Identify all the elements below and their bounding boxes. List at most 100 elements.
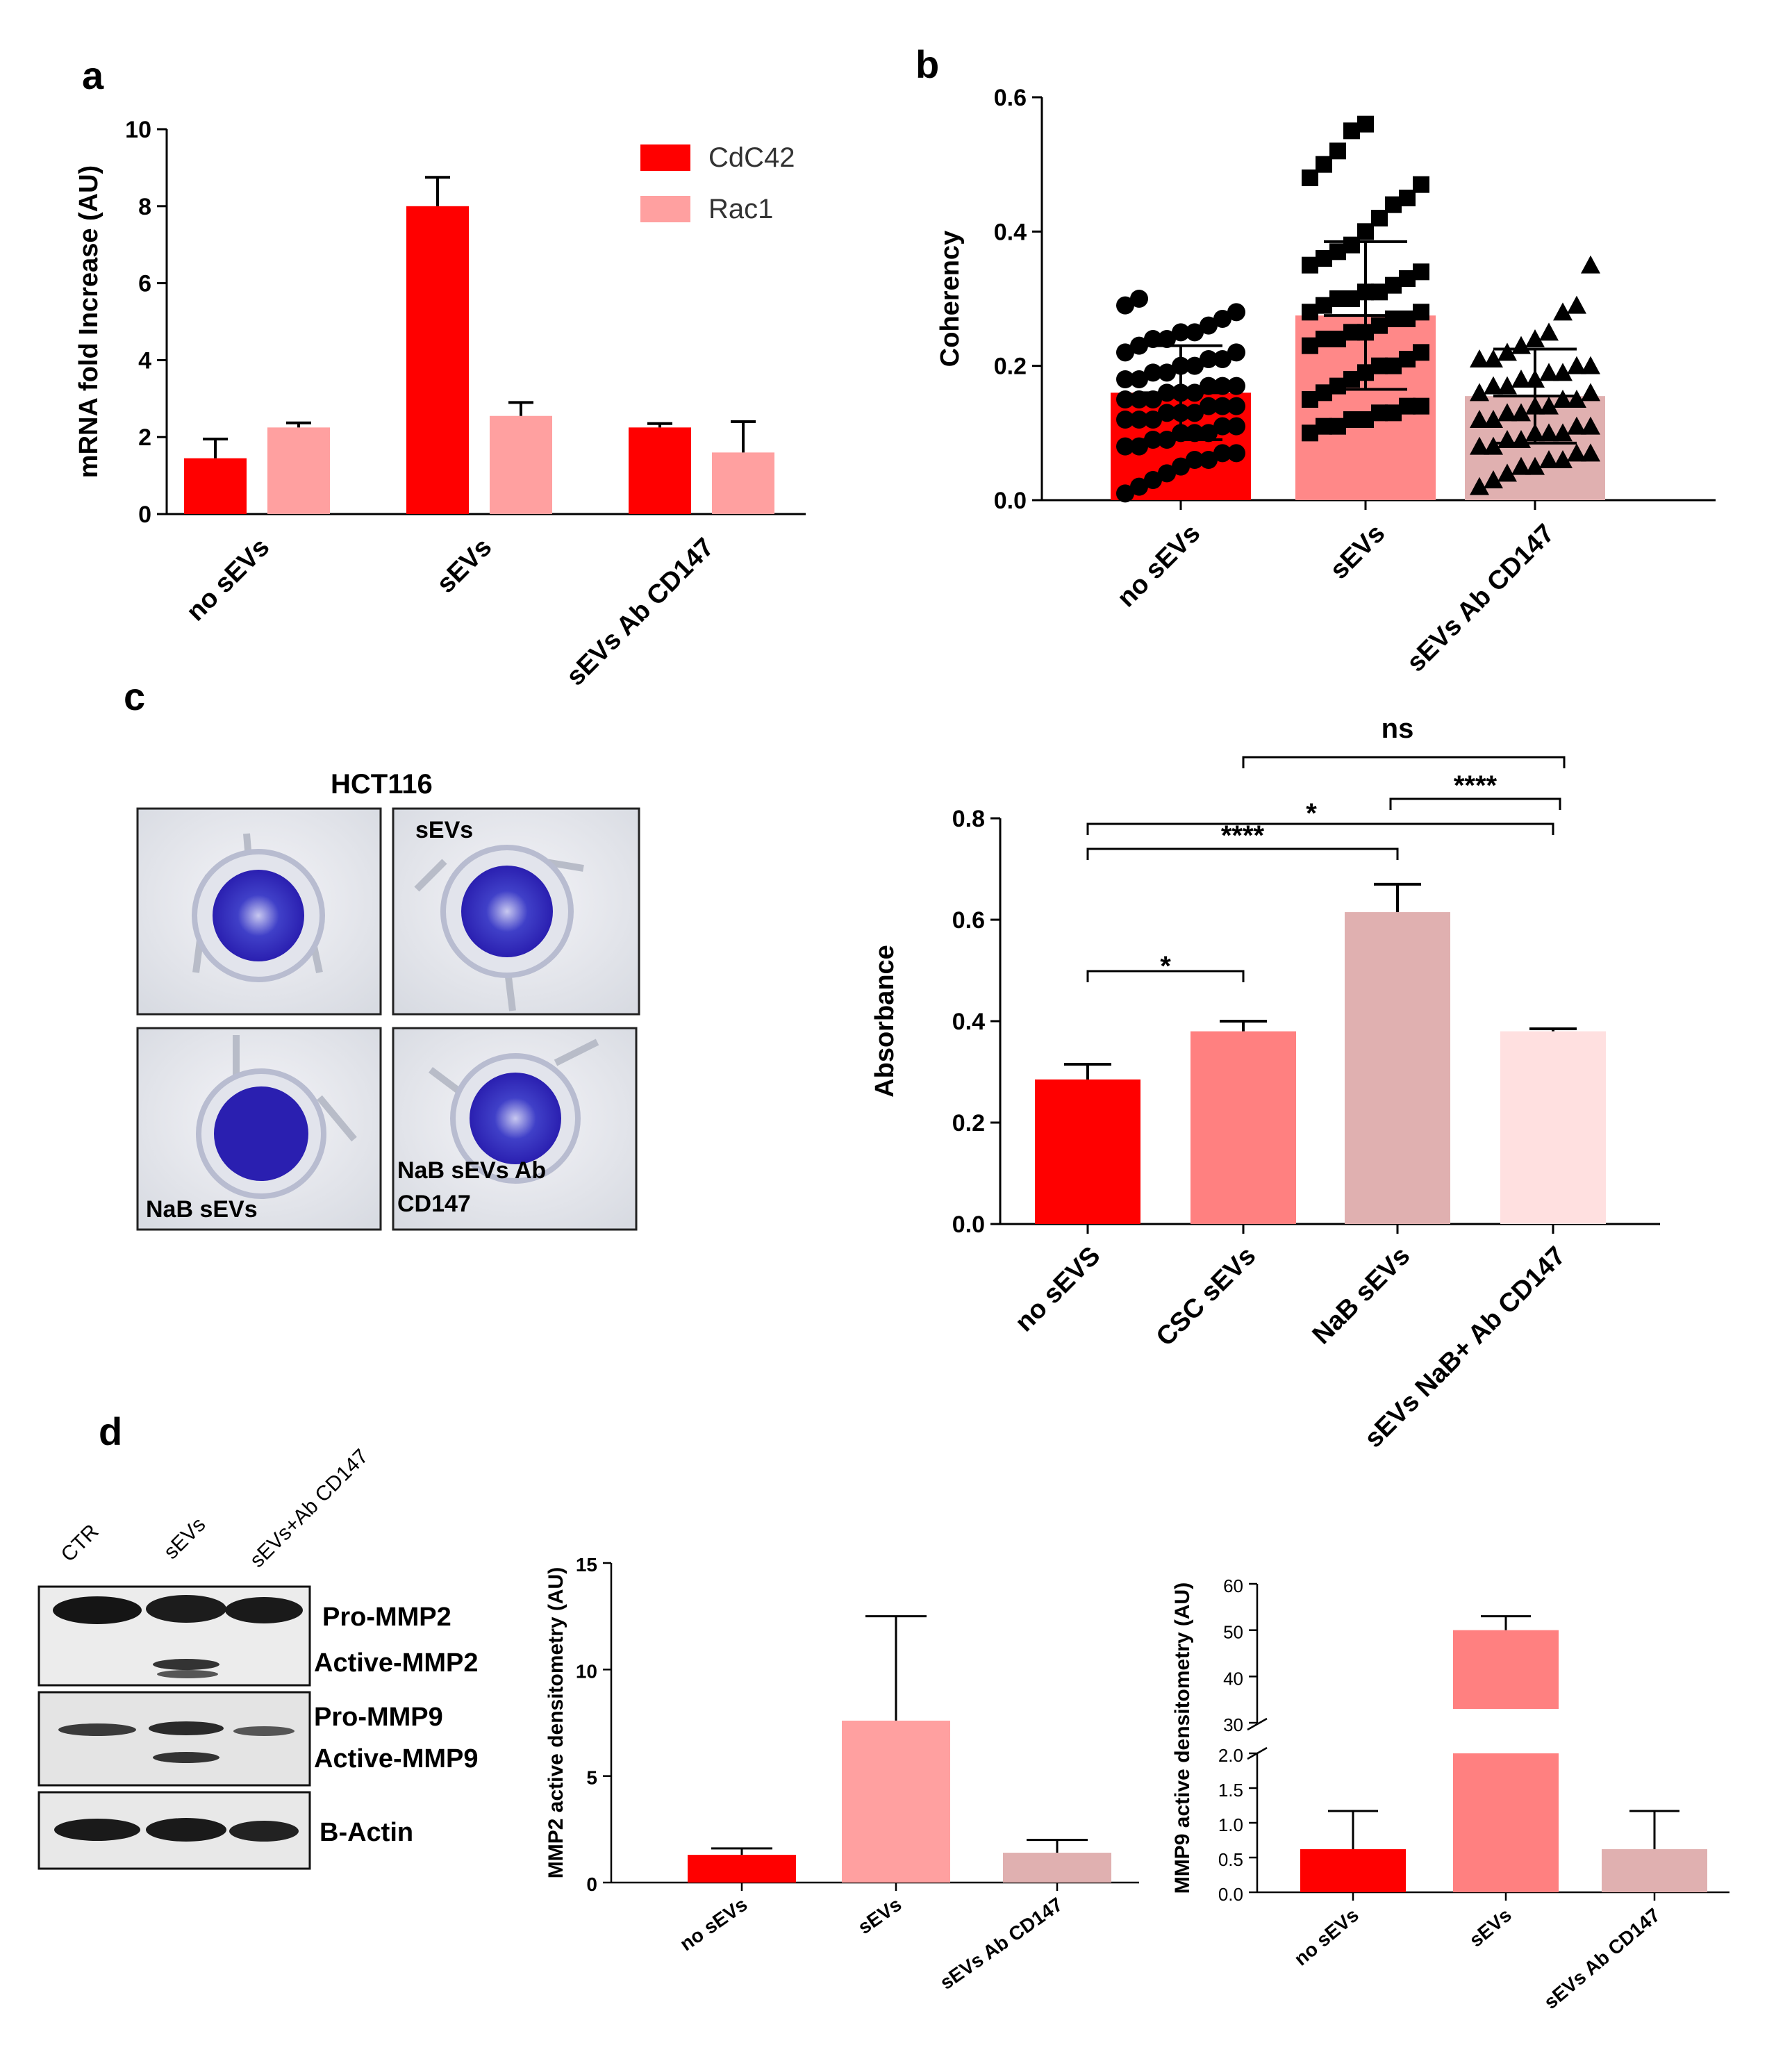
legend-label-cdc42: CdC42 — [708, 142, 795, 173]
legend-swatch-cdc42 — [640, 144, 690, 171]
bar-1 — [842, 1720, 950, 1883]
significance-label: * — [1160, 951, 1171, 982]
band-label-b-actin: B-Actin — [320, 1818, 413, 1847]
bar-0 — [1035, 1079, 1140, 1224]
x-tick-label: no sEVs — [1112, 519, 1206, 613]
data-point — [1227, 417, 1245, 436]
data-point — [1213, 444, 1231, 463]
data-point — [1413, 397, 1429, 415]
chart-d1: 0 5 10 15 MMP2 active densitometry (AU) no sE… — [545, 1554, 1139, 1994]
well-label-sevs: sEVs — [415, 817, 473, 843]
y-tick-label: 0.2 — [952, 1110, 985, 1136]
data-point — [1553, 423, 1573, 442]
significance-bracket — [1086, 847, 1399, 860]
significance-label: **** — [1221, 820, 1265, 851]
data-point — [1498, 403, 1517, 422]
data-point — [1213, 417, 1231, 436]
data-point — [1484, 470, 1503, 488]
x-tick-label: NaB sEVs — [1307, 1241, 1416, 1350]
data-point — [1130, 437, 1148, 456]
data-point — [1116, 370, 1134, 388]
well-image-sevs: sEVs — [392, 807, 640, 1016]
data-point — [1213, 377, 1231, 395]
data-point — [1553, 390, 1573, 408]
bar-1 — [1190, 1031, 1296, 1224]
x-tick-label: CSC sEVs — [1151, 1241, 1262, 1353]
data-point — [1413, 344, 1429, 361]
well-image-nab-sevs: NaB sEVs — [136, 1027, 382, 1231]
data-point — [1511, 456, 1531, 475]
data-point — [1144, 471, 1162, 489]
x-tick-label: no sEVs — [1290, 1904, 1363, 1970]
bar-rac1 — [490, 415, 552, 514]
bar-2 — [1602, 1849, 1707, 1892]
lane-label-sevs: sEVs — [160, 1513, 210, 1564]
data-point — [1567, 356, 1586, 374]
data-point — [1581, 356, 1600, 374]
x-tick-label: sEVs Ab CD147 — [1402, 519, 1561, 678]
y-tick-label: 1.0 — [1218, 1814, 1243, 1835]
significance-label: ns — [1382, 713, 1414, 744]
data-point — [1130, 477, 1148, 496]
data-point — [1227, 343, 1245, 362]
significance-bracket — [1242, 756, 1566, 768]
data-point — [1567, 390, 1586, 408]
data-point — [1158, 404, 1176, 422]
data-point — [1227, 397, 1245, 415]
data-point — [1357, 115, 1374, 133]
data-point — [1470, 410, 1489, 428]
data-point — [1130, 370, 1148, 388]
panel-letter-c: c — [124, 675, 145, 718]
x-tick-label: sEVs Ab CD147 — [936, 1894, 1067, 1994]
y-tick-label: 0.5 — [1218, 1849, 1243, 1870]
data-point — [1116, 437, 1134, 456]
data-point — [1213, 397, 1231, 415]
y-tick-label: 5 — [586, 1767, 597, 1789]
data-point — [1158, 330, 1176, 348]
y-tick-label: 6 — [138, 271, 151, 297]
x-tick-label: no sEVS — [1010, 1241, 1106, 1338]
y-tick-label: 0.0 — [952, 1212, 985, 1238]
western-blot: CTR sEVs sEVs+Ab CD147 Pro-MMP2 Active-M… — [38, 1445, 479, 1870]
data-point — [1130, 411, 1148, 429]
data-point — [1581, 416, 1600, 435]
data-point — [1227, 303, 1245, 322]
data-point — [1498, 342, 1517, 361]
data-point — [1144, 411, 1162, 429]
well-dye — [470, 1073, 561, 1164]
data-point — [1539, 450, 1559, 468]
x-tick-label: sEVs Ab CD147 — [561, 533, 720, 692]
panel-letter-a: a — [82, 53, 104, 97]
data-point — [1470, 436, 1489, 455]
data-point — [1227, 444, 1245, 463]
bar-3 — [1500, 1031, 1606, 1224]
data-point — [1144, 363, 1162, 382]
data-point — [1116, 390, 1134, 408]
bar-cdc42 — [184, 458, 247, 514]
bar-1-upper — [1453, 1630, 1559, 1709]
y-tick-label: 2 — [138, 424, 151, 451]
data-point — [1567, 416, 1586, 435]
data-point — [1172, 457, 1190, 476]
x-tick-label: sEVs — [1465, 1904, 1515, 1951]
blot-mmp9 — [38, 1691, 311, 1787]
data-point — [1553, 450, 1573, 468]
well-dye — [214, 1086, 308, 1181]
data-point — [1553, 302, 1573, 321]
legend-label-rac1: Rac1 — [708, 194, 773, 224]
data-point — [1413, 263, 1429, 281]
data-point — [1539, 423, 1559, 442]
chart-b: 0.0 0.2 0.4 0.6 Coherency no sEVs sEVs sEVs Ab … — [936, 85, 1716, 677]
data-point — [1200, 397, 1218, 415]
x-tick-label: sEVs — [854, 1894, 906, 1939]
data-point — [1213, 310, 1231, 328]
bar-rac1 — [712, 452, 774, 514]
data-point — [1539, 363, 1559, 381]
y-axis-title: MMP9 active densitometry (AU) — [1171, 1582, 1194, 1894]
data-point — [1539, 322, 1559, 341]
data-point — [1581, 255, 1600, 274]
y-tick-label: 0.8 — [952, 806, 985, 832]
data-point — [1172, 323, 1190, 342]
data-point — [1498, 376, 1517, 395]
y-tick-label: 0 — [586, 1874, 597, 1895]
